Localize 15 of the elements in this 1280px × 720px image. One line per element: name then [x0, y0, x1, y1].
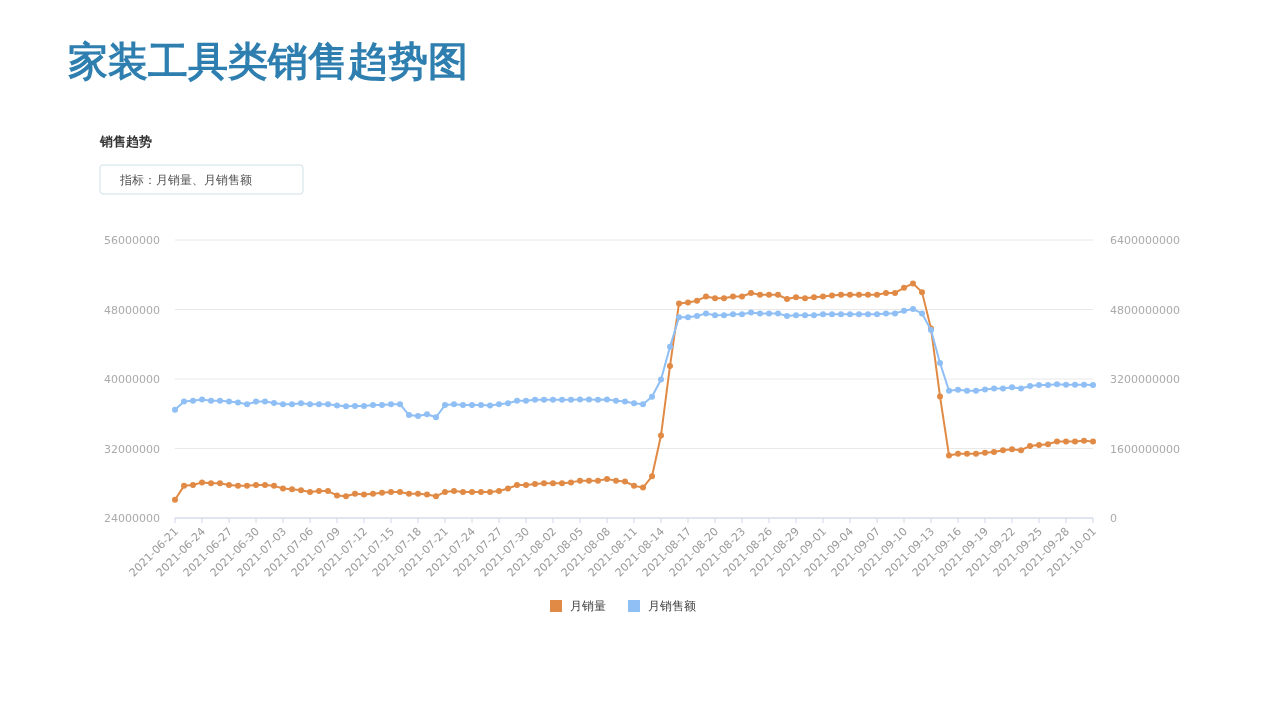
legend-label: 月销量: [570, 599, 606, 613]
legend-label: 月销售额: [648, 599, 696, 613]
y-tick-label: 56000000: [104, 234, 160, 247]
y-tick-label: 40000000: [104, 373, 160, 386]
chart-title: 家装工具类销售趋势图: [68, 38, 468, 84]
text: 指标：月销量、月销售额: [119, 173, 252, 187]
y-tick-label: 48000000: [104, 303, 160, 317]
y2-tick-label: 6400000000: [1110, 234, 1180, 247]
y-tick-label: 24000000: [104, 512, 160, 525]
y2-tick-label: 1600000000: [1110, 442, 1180, 456]
y2-tick-label: 4800000000: [1110, 303, 1180, 317]
y-tick-label: 32000000: [104, 442, 160, 456]
y2-tick-label: 3200000000: [1110, 373, 1180, 386]
chart-subtitle: 销售趋势: [99, 134, 152, 149]
y2-tick-label: 0: [1110, 512, 1117, 525]
